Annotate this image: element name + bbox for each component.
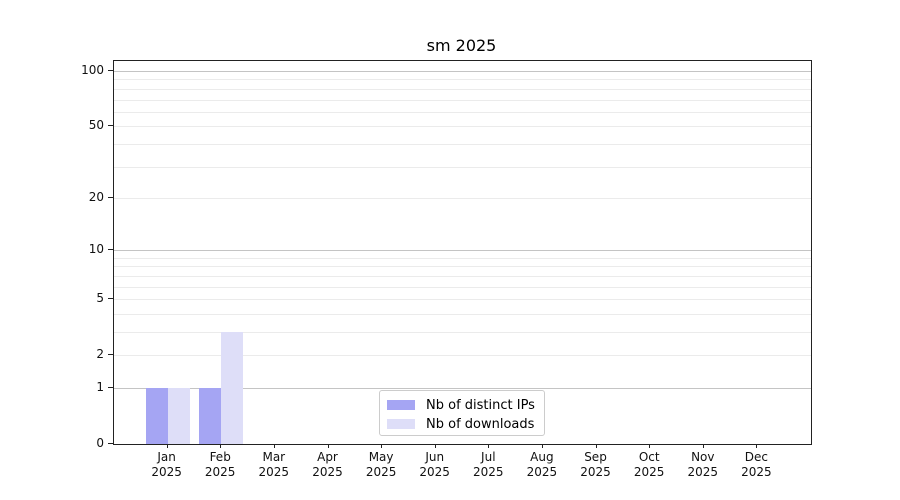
gridline [114,257,811,259]
x-tick-mark [381,444,383,448]
gridline [114,355,811,357]
gridline [114,266,811,268]
y-tick-label: 0 [96,436,104,450]
x-tick-mark [166,444,168,448]
gridline [114,275,811,277]
y-tick-mark [108,196,113,198]
y-tick-label: 2 [96,347,104,362]
y-tick-mark [108,443,113,444]
chart-title: sm 2025 [426,36,497,55]
gridline [114,71,811,72]
legend: Nb of distinct IPs Nb of downloads [379,390,545,436]
y-tick-mark [108,354,113,356]
gridline [114,111,811,113]
x-tick-label: Oct 2025 [633,450,665,479]
gridline [114,286,811,288]
legend-label-downloads: Nb of downloads [426,416,535,432]
x-tick-mark [649,444,651,448]
gridline [114,79,811,81]
x-tick-mark [273,444,275,448]
x-tick-label: Sep 2025 [580,450,611,479]
x-tick-mark [702,444,704,448]
gridline [114,313,811,315]
legend-item-distinct-ips: Nb of distinct IPs [387,396,544,414]
gridline [114,388,811,389]
gridline [114,126,811,128]
x-tick-label: Dec 2025 [741,450,772,479]
gridline [114,197,811,199]
y-tick-label: 20 [88,189,104,204]
gridline [114,299,811,301]
legend-swatch-distinct-ips [387,400,415,410]
x-tick-mark [756,444,758,448]
x-tick-mark [488,444,490,448]
x-tick-label: Mar 2025 [258,450,290,479]
gridline [114,88,811,90]
x-tick-mark [595,444,597,448]
x-tick-label: Apr 2025 [312,450,343,479]
y-tick-label: 1 [96,380,104,394]
gridline [114,99,811,101]
legend-label-distinct-ips: Nb of distinct IPs [426,397,535,413]
x-tick-mark [541,444,543,448]
x-tick-label: Jul 2025 [473,450,504,479]
y-tick-label: 50 [88,118,104,133]
bar-distinct-ips [199,388,222,444]
x-tick-mark [220,444,222,448]
x-tick-label: Feb 2025 [204,450,236,479]
bar-distinct-ips [145,388,168,444]
x-tick-mark [434,444,436,448]
x-tick-label: Jan 2025 [151,450,182,479]
y-tick-mark [108,298,113,300]
x-tick-label: May 2025 [365,450,397,479]
y-tick-label: 10 [88,242,104,257]
x-tick-label: Nov 2025 [687,450,719,479]
plot-area [113,60,812,445]
gridline [114,166,811,168]
y-tick-label: 5 [96,291,104,306]
bar-downloads [167,388,190,444]
gridline [114,250,811,252]
y-tick-mark [108,387,113,388]
bar-downloads [221,332,244,444]
y-tick-mark [108,249,113,251]
gridline [114,143,811,145]
legend-item-downloads: Nb of downloads [387,415,544,433]
x-tick-label: Aug 2025 [526,450,558,479]
x-tick-label: Jun 2025 [419,450,450,479]
y-tick-mark [108,125,113,127]
y-tick-mark [108,70,113,71]
y-tick-label: 100 [81,63,104,77]
gridline [114,332,811,333]
x-tick-mark [327,444,329,448]
legend-swatch-downloads [387,419,415,429]
